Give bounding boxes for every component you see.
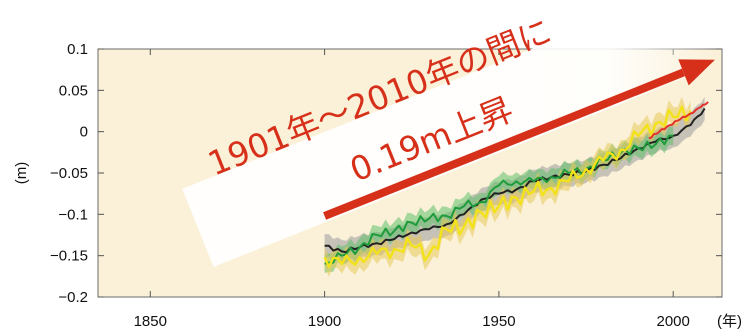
trend-arrow [323,68,685,220]
series-line-2 [323,105,692,268]
trend-arrow-head [678,59,715,86]
y-tick-label: 0.1 [67,41,88,58]
axis-ticks: 0.1 0.05 0 −0.05 −0.1 −0.15 −0.2 1850 1900 1950 20… [50,41,722,330]
x-tick-label: 1850 [134,313,167,330]
y-tick-label: −0.1 [58,206,88,223]
x-tick-label: 2000 [657,313,690,330]
series-lines [323,101,709,268]
series-line-3 [648,101,709,140]
y-tick-label: −0.2 [58,289,88,306]
x-axis-unit-label: (年) [717,313,742,330]
y-tick-label: 0.05 [59,82,88,99]
y-tick-label: 0 [80,124,88,141]
x-tick-label: 1950 [482,313,515,330]
x-tick-label: 1900 [308,313,341,330]
annotation-highlight-band [182,0,718,267]
y-tick-label: −0.05 [50,165,88,182]
y-tick-label: −0.15 [50,248,88,265]
y-axis-unit-label: (m) [13,162,30,185]
